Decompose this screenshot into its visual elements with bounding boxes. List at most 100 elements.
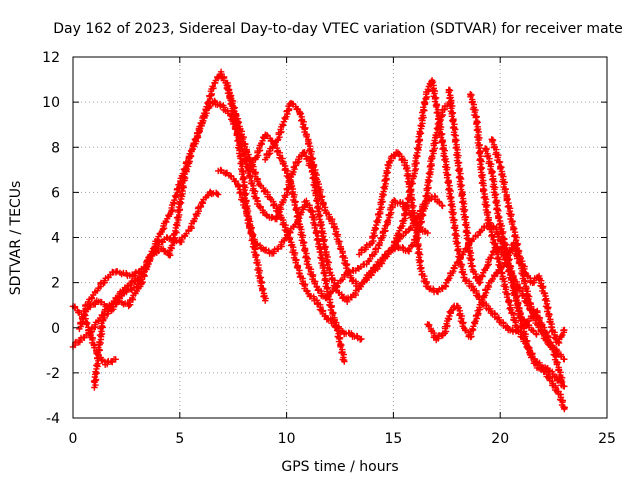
- data-point: [529, 354, 531, 356]
- data-point: [441, 205, 444, 207]
- data-point: [281, 159, 284, 162]
- data-point: [345, 299, 348, 302]
- data-point: [563, 408, 566, 410]
- data-point: [454, 137, 457, 140]
- data-point: [240, 164, 243, 167]
- data-point: [554, 376, 557, 379]
- data-point: [413, 218, 416, 221]
- data-point: [247, 155, 249, 158]
- data-point: [535, 333, 538, 336]
- data-point: [550, 381, 553, 383]
- data-point: [217, 169, 220, 171]
- data-point: [247, 169, 249, 171]
- data-point: [413, 169, 416, 171]
- data-point: [546, 367, 548, 370]
- x-tick-label: 5: [175, 431, 184, 447]
- data-point: [298, 223, 301, 225]
- data-point: [302, 150, 305, 153]
- data-point: [315, 286, 318, 288]
- axis-ticks: 0 5 10 15 20 25 -4 -2 0 2 4 6 8 10 12: [42, 50, 616, 447]
- data-point: [189, 227, 192, 230]
- data-point: [279, 245, 281, 248]
- data-point: [179, 182, 181, 185]
- data-point: [563, 358, 566, 361]
- data-point: [228, 173, 230, 176]
- data-point: [298, 110, 301, 112]
- data-point: [471, 286, 474, 288]
- data-point: [221, 105, 224, 108]
- data-point: [225, 83, 228, 85]
- data-point: [516, 326, 519, 329]
- data-point: [117, 295, 119, 297]
- series-arc-16: [488, 136, 568, 347]
- data-point: [78, 326, 81, 329]
- data-point: [369, 275, 371, 277]
- data-point: [264, 214, 267, 216]
- data-point: [505, 196, 508, 198]
- data-point: [386, 223, 388, 225]
- series-arc-15: [482, 145, 568, 390]
- data-point: [443, 105, 446, 108]
- scatter-plus-markers: [482, 145, 568, 390]
- data-point: [396, 150, 399, 153]
- data-point: [114, 299, 117, 302]
- data-point: [426, 232, 429, 234]
- data-point: [563, 329, 566, 331]
- data-point: [345, 272, 348, 275]
- data-point: [388, 159, 390, 162]
- data-point: [544, 295, 546, 297]
- data-point: [208, 191, 211, 194]
- data-point: [443, 286, 446, 288]
- y-tick-label: 0: [51, 321, 60, 337]
- data-point: [469, 335, 472, 338]
- data-point: [512, 225, 514, 228]
- data-point: [497, 317, 499, 320]
- data-point: [298, 272, 301, 275]
- data-point: [87, 306, 89, 309]
- y-tick-label: 6: [51, 185, 60, 201]
- data-point: [478, 308, 480, 311]
- data-point: [97, 286, 100, 288]
- data-point: [279, 214, 281, 216]
- y-axis-label: SDTVAR / TECUs: [8, 181, 24, 296]
- data-point: [319, 223, 322, 225]
- data-point: [484, 146, 487, 149]
- data-point: [431, 157, 433, 160]
- data-point: [307, 293, 309, 295]
- data-point: [537, 367, 540, 370]
- data-point: [426, 286, 429, 288]
- data-point: [463, 326, 465, 329]
- data-point: [497, 214, 499, 216]
- data-point: [467, 241, 469, 243]
- data-point: [360, 338, 363, 340]
- data-marks: [69, 68, 568, 413]
- data-point: [343, 360, 346, 363]
- data-point: [324, 297, 326, 300]
- data-point: [270, 252, 273, 255]
- data-point: [420, 270, 422, 273]
- x-tick-label: 20: [491, 431, 509, 447]
- data-point: [426, 322, 429, 325]
- data-point: [407, 229, 410, 232]
- data-point: [424, 200, 427, 203]
- series-arc-8: [262, 99, 446, 290]
- x-tick-label: 0: [69, 431, 78, 447]
- data-point: [305, 200, 307, 203]
- data-point: [512, 277, 514, 279]
- data-point: [379, 263, 382, 266]
- data-point: [366, 261, 369, 264]
- data-point: [503, 263, 506, 266]
- data-point: [450, 308, 452, 311]
- data-point: [443, 331, 446, 334]
- chart-title: Day 162 of 2023, Sidereal Day-to-day VTE…: [53, 21, 623, 37]
- data-point: [272, 141, 275, 144]
- x-tick-label: 25: [598, 431, 616, 447]
- data-point: [290, 241, 292, 243]
- data-point: [196, 137, 198, 140]
- y-tick-label: -4: [46, 411, 60, 427]
- data-point: [452, 268, 455, 270]
- data-point: [550, 326, 553, 329]
- data-point: [563, 385, 566, 388]
- data-point: [531, 281, 534, 284]
- x-axis-label: GPS time / hours: [281, 459, 398, 475]
